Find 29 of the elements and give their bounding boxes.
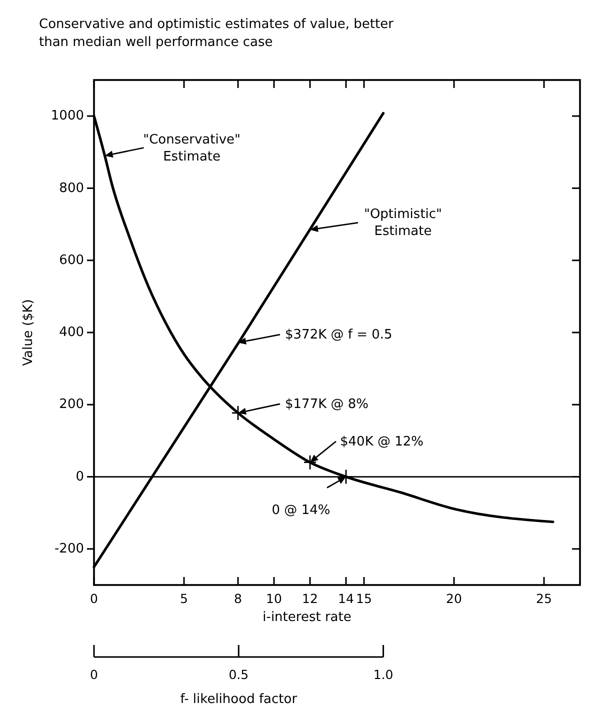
x-tick-label: 20 (446, 591, 462, 606)
x-tick-label: 25 (536, 591, 552, 606)
x2-tick-label: 1.0 (373, 667, 394, 682)
chart-title: Conservative and optimistic estimates of value, better than median well performance case (39, 17, 394, 50)
x-axis-title: i-interest rate (262, 610, 352, 625)
x-tick-label: 12 (302, 591, 318, 606)
y-tick-label: 200 (59, 397, 84, 412)
annotation: $40K @ 12% (340, 434, 424, 449)
y-axis-title: Value ($K) (21, 299, 36, 366)
x-tick-label: 5 (180, 591, 188, 606)
annotation: $177K @ 8% (285, 396, 368, 412)
annotation: 0 @ 14% (272, 502, 330, 518)
x-tick-label: 10 (266, 591, 282, 606)
annotation: "Optimistic" Estimate (364, 206, 442, 239)
y-tick-label: 400 (59, 325, 84, 340)
x-tick-label: 8 (234, 591, 242, 606)
x-tick-label: 14 (338, 591, 354, 606)
x2-tick-label: 0 (90, 667, 98, 682)
y-tick-label: 800 (59, 180, 84, 196)
y-tick-label: 1000 (50, 108, 84, 124)
annotation: $372K @ f = 0.5 (285, 327, 392, 342)
annotation: "Conservative" Estimate (143, 132, 241, 164)
x-tick-label: 15 (356, 591, 372, 606)
x2-tick-label: 0.5 (228, 667, 249, 682)
y-tick-label: 600 (59, 252, 84, 268)
x-tick-label: 0 (90, 591, 98, 606)
y-tick-label: -200 (54, 541, 84, 556)
y-tick-label: 0 (76, 469, 84, 484)
x2-axis-title: f- likelihood factor (180, 692, 298, 707)
